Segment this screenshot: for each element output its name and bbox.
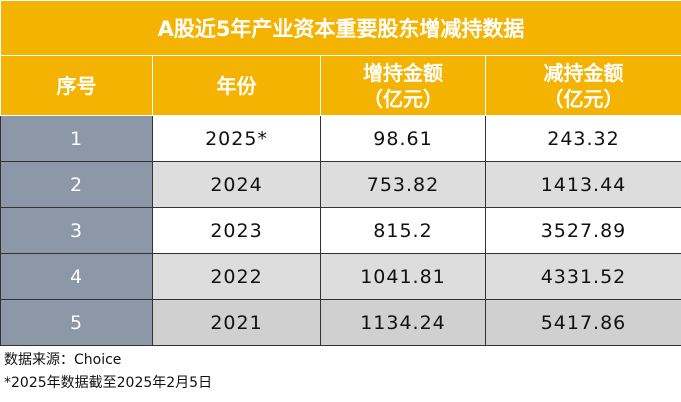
column-header-text: 序号 — [56, 73, 97, 98]
data-table: A股近5年产业资本重要股东增减持数据 序号 年份 增持金额（亿元） 减持金额（亿元） … — [0, 0, 681, 346]
column-header: 减持金额（亿元） — [485, 55, 681, 116]
column-header: 增持金额（亿元） — [320, 55, 486, 116]
column-header-text: 年份 — [216, 73, 257, 98]
column-header: 序号 — [0, 55, 153, 116]
table-cell: 3527.89 — [485, 207, 681, 254]
table-row: 4 2022 1041.81 4331.52 — [0, 253, 681, 300]
table-cell: 5417.86 — [485, 299, 681, 346]
table-cell: 1041.81 — [320, 253, 486, 300]
row-index: 1 — [0, 115, 153, 162]
table-title: A股近5年产业资本重要股东增减持数据 — [0, 0, 681, 56]
table-cell: 2021 — [152, 299, 321, 346]
source-note: 数据来源：Choice — [4, 352, 122, 368]
row-index: 4 — [0, 253, 153, 300]
row-index: 3 — [0, 207, 153, 254]
footnote: *2025年数据截至2025年2月5日 — [4, 375, 213, 391]
table-row: 2 2024 753.82 1413.44 — [0, 161, 681, 208]
table-cell: 2025* — [152, 115, 321, 162]
table-row: 5 2021 1134.24 5417.86 — [0, 299, 681, 346]
table-cell: 4331.52 — [485, 253, 681, 300]
table-cell: 243.32 — [485, 115, 681, 162]
table-cell: 1413.44 — [485, 161, 681, 208]
column-header-text: 减持金额（亿元） — [543, 60, 624, 111]
table-cell: 98.61 — [320, 115, 486, 162]
column-header-text: 增持金额（亿元） — [363, 60, 443, 111]
column-header: 年份 — [152, 55, 321, 116]
table-cell: 753.82 — [320, 161, 486, 208]
table-row: 3 2023 815.2 3527.89 — [0, 207, 681, 254]
row-index: 2 — [0, 161, 153, 208]
row-index: 5 — [0, 299, 153, 346]
table-cell: 1134.24 — [320, 299, 486, 346]
table-cell: 2024 — [152, 161, 321, 208]
table-cell: 815.2 — [320, 207, 486, 254]
table-cell: 2022 — [152, 253, 321, 300]
table-row: 1 2025* 98.61 243.32 — [0, 115, 681, 162]
table-cell: 2023 — [152, 207, 321, 254]
